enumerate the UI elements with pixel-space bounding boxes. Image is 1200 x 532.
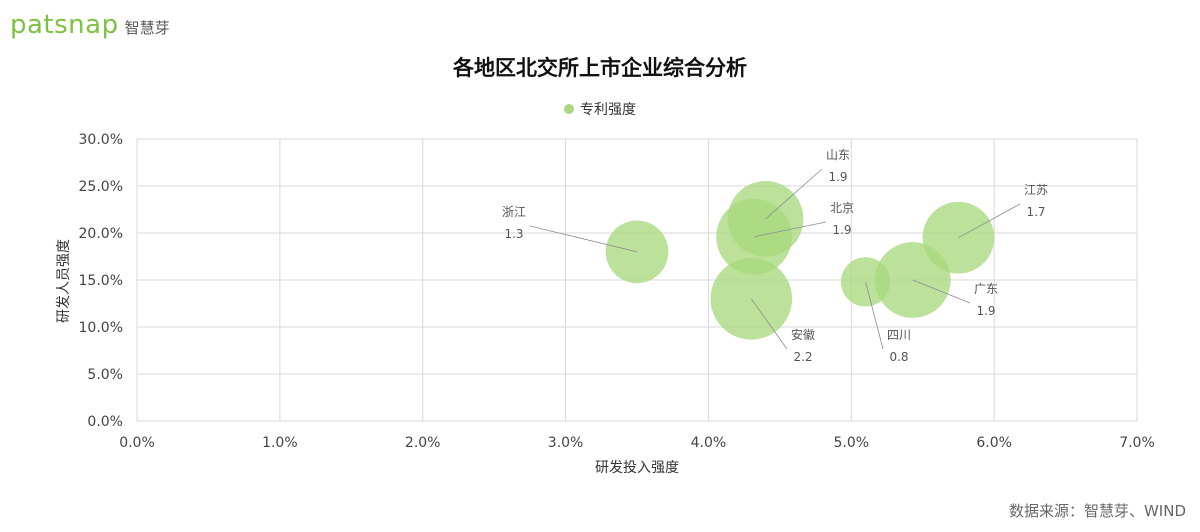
data-label-value: 1.9 — [976, 304, 995, 318]
data-label-value: 1.7 — [1026, 205, 1045, 219]
chart-legend: 专利强度 — [0, 99, 1200, 119]
leader-line — [958, 203, 1021, 239]
patsnap-logo: patsnap 智慧芽 — [10, 10, 170, 40]
data-label-value: 1.9 — [832, 223, 851, 237]
data-label-name: 浙江 — [502, 205, 526, 219]
bubble-layer — [605, 180, 995, 340]
label-layer: 浙江 1.3 山东 1.9 北京 1.9 安徽 2.2 四川 0.8 广东 1.9 江苏 1.7 — [502, 148, 1048, 364]
leader-line — [529, 225, 638, 253]
logo-subtext: 智慧芽 — [124, 19, 170, 37]
x-tick-label: 4.0% — [691, 435, 727, 451]
data-label-name: 广东 — [974, 282, 998, 296]
data-label-name: 北京 — [830, 201, 854, 215]
data-label-value: 1.9 — [828, 170, 847, 184]
y-tick-label: 30.0% — [79, 132, 123, 148]
logo-text: patsnap — [10, 10, 119, 40]
legend-label: 专利强度 — [580, 102, 636, 118]
y-tick-label: 0.0% — [87, 414, 123, 430]
leader-line — [750, 298, 788, 350]
data-label-name: 安徽 — [791, 327, 815, 342]
y-axis-title: 研发人员强度 — [56, 239, 72, 323]
x-tick-label: 1.0% — [262, 435, 298, 451]
data-label-value: 0.8 — [889, 350, 908, 364]
x-tick-label: 3.0% — [548, 435, 584, 451]
x-tick-label: 2.0% — [405, 435, 441, 451]
tick-layer: 0.0% 5.0% 10.0% 15.0% 20.0% 25.0% 30.0% 0.0% 1.0… — [79, 132, 1155, 451]
x-tick-label: 6.0% — [976, 435, 1012, 451]
data-label-value: 2.2 — [793, 350, 812, 364]
legend-marker — [564, 104, 574, 114]
data-label-name: 山东 — [826, 148, 850, 162]
leader-line — [865, 281, 884, 350]
y-tick-label: 20.0% — [79, 226, 123, 242]
y-tick-label: 10.0% — [79, 320, 123, 336]
bubble-安徽 — [710, 258, 793, 340]
data-label-name: 江苏 — [1024, 183, 1048, 197]
data-label-value: 1.3 — [504, 227, 523, 241]
x-tick-label: 5.0% — [833, 435, 869, 451]
leader-line — [765, 168, 823, 220]
leader-line — [754, 221, 827, 238]
y-tick-label: 25.0% — [79, 179, 123, 195]
leader-layer — [529, 168, 1021, 350]
leader-line — [912, 279, 971, 304]
grid-layer — [136, 138, 1138, 422]
data-label-name: 四川 — [887, 328, 911, 342]
x-tick-label: 0.0% — [119, 435, 155, 451]
chart-title: 各地区北交所上市企业综合分析 — [453, 56, 747, 80]
y-tick-label: 15.0% — [79, 273, 123, 289]
x-tick-label: 7.0% — [1119, 435, 1155, 451]
y-tick-label: 5.0% — [87, 367, 123, 383]
x-axis-title: 研发投入强度 — [595, 460, 679, 476]
data-source: 数据来源：智慧芽、WIND — [1008, 502, 1186, 520]
